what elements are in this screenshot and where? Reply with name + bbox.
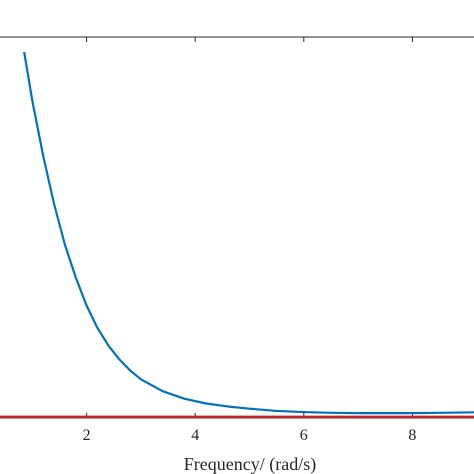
series-lines [0, 51, 474, 419]
x-tick-label: 4 [191, 427, 199, 444]
axes-frame [0, 36, 474, 419]
x-axis-label: Frequency/ (rad/s) [184, 454, 316, 474]
series-line-blue [23, 51, 474, 415]
x-ticks: 2 4 6 8 [83, 37, 416, 444]
x-tick-label: 2 [83, 427, 91, 444]
x-tick-label: 8 [408, 427, 416, 444]
x-tick-label: 6 [300, 427, 308, 444]
